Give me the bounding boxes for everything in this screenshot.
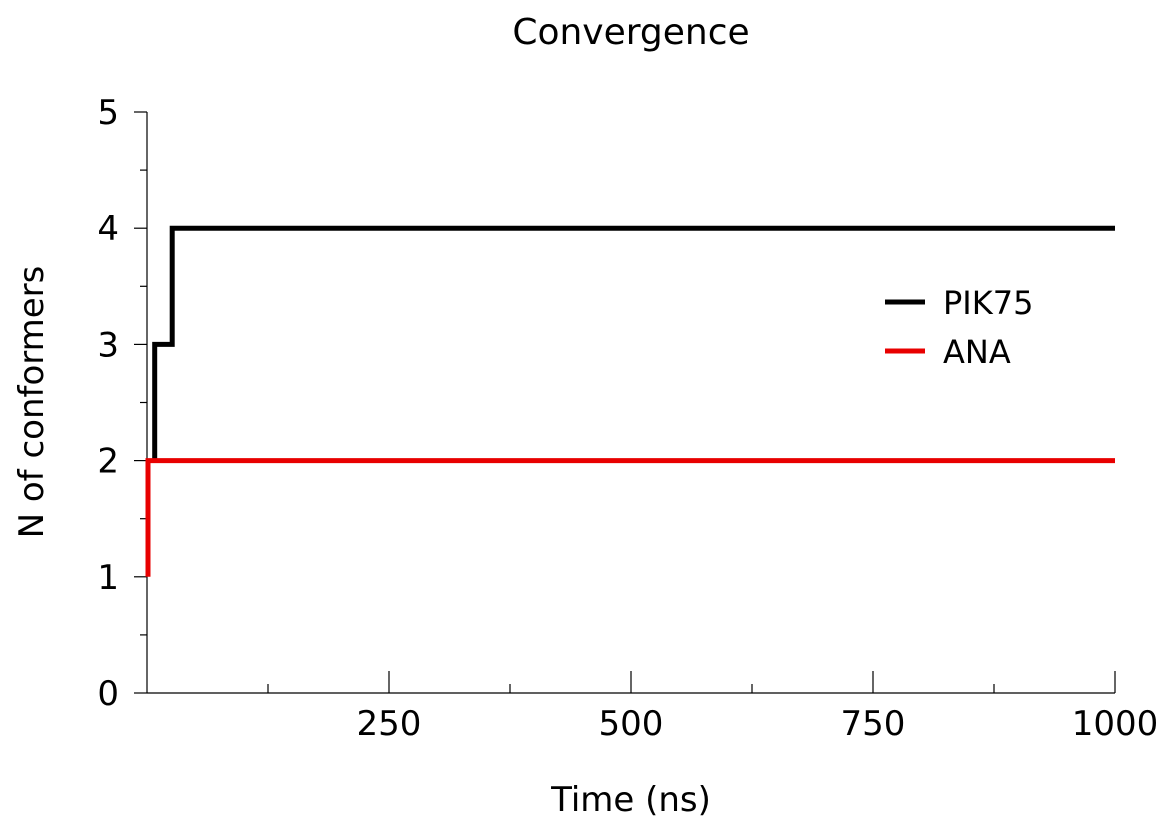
x-tick-label: 500 (599, 704, 664, 744)
x-tick-label: 750 (841, 704, 906, 744)
x-tick-label: 250 (357, 704, 422, 744)
legend-label-pik75: PIK75 (943, 284, 1033, 322)
plot-lines (145, 225, 1115, 577)
y-axis-title: N of conformers (12, 266, 52, 539)
legend-label-ana: ANA (943, 333, 1011, 371)
series-line-pik75 (152, 225, 1115, 461)
y-tick-label: 5 (97, 93, 119, 133)
y-tick-label: 0 (97, 674, 119, 714)
y-tick-label: 3 (97, 325, 119, 365)
axes: 0 1 2 3 4 5 250 500 750 1000 (97, 93, 1158, 744)
x-axis-title: Time (ns) (550, 780, 711, 820)
series-line-ana (145, 458, 1115, 577)
chart-title: Convergence (512, 12, 749, 53)
y-tick-label: 4 (97, 209, 119, 249)
y-tick-label: 2 (97, 442, 119, 482)
y-tick-label: 1 (97, 558, 119, 598)
x-tick-label: 1000 (1072, 704, 1159, 744)
legend: PIK75 ANA (885, 284, 1033, 371)
